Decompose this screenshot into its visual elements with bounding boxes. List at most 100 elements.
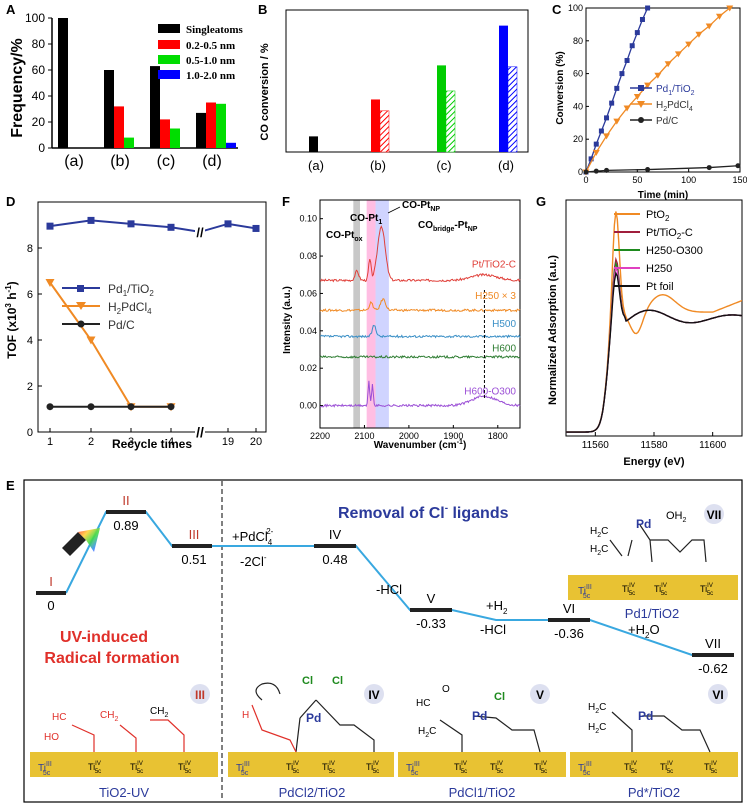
c-frame — [585, 7, 741, 173]
e-v-o: O — [442, 684, 450, 695]
f-line-4 — [320, 380, 521, 408]
a-xtick-1: (b) — [110, 153, 130, 170]
b-xtick-3: (d) — [498, 158, 514, 173]
e-v-cl: Cl — [494, 691, 505, 703]
e-level-vi-label: VI — [563, 601, 575, 616]
e-level-v-value: -0.33 — [416, 616, 446, 631]
d-point-2-0 — [46, 403, 54, 411]
e-frame — [23, 479, 743, 803]
f-series-label-4: H600-O300 — [464, 386, 516, 397]
e-slab-iv-ti3: TiIII 5c — [236, 761, 250, 777]
c-point-0-9 — [629, 43, 635, 49]
a-legend-swatch-singleatoms — [158, 24, 180, 33]
c-point-2-3 — [645, 167, 651, 173]
c-xlabel: Time (min) — [638, 190, 688, 201]
c-point-1-7 — [654, 72, 662, 79]
panel-f: F Intensity (a.u.) 0.000.020.040.060.080… — [282, 194, 521, 451]
f-ytick-label-0: 0.00 — [299, 401, 317, 411]
b-bar-hatched-2 — [445, 90, 456, 153]
c-point-1-13 — [715, 13, 723, 20]
f-band-0 — [353, 200, 360, 428]
f-ytick-label-3: 0.06 — [299, 288, 317, 298]
f-xtick-label-2100: 2100 — [354, 431, 374, 441]
f-ytick-label-4: 0.08 — [299, 251, 317, 261]
e-badge-v: V — [536, 688, 544, 702]
a-bar-2-2 — [170, 128, 180, 148]
c-xtick-label-50: 50 — [632, 175, 642, 185]
f-xtick-label-1800: 1800 — [488, 431, 508, 441]
panel-label-c: C — [552, 2, 562, 17]
b-ylabel: CO conversion / % — [259, 43, 271, 140]
c-ytick-label-20: 20 — [573, 134, 583, 144]
a-xtick-3: (d) — [202, 153, 222, 170]
c-legend-h2pdcl4: H2PdCl4 — [656, 100, 693, 113]
d-ylabel: TOF (x103 h-1) — [4, 281, 19, 358]
b-xtick-1: (b) — [370, 158, 386, 173]
e-v-h2c: H2C — [418, 726, 436, 739]
a-bar-3-2 — [216, 103, 226, 148]
g-ticks: 11560 11580 11600 — [582, 432, 727, 451]
c-point-1-9 — [674, 51, 682, 58]
e-vi-h2c-a: H2C — [588, 702, 606, 715]
a-ytick-label-40: 40 — [32, 89, 46, 103]
c-point-0-12 — [645, 5, 651, 11]
e-slab-iii — [30, 752, 218, 777]
e-slab-v-ti3: TiIII 5c — [406, 761, 420, 777]
e-caption-pdcl2: PdCl2/TiO2 — [279, 785, 346, 800]
g-ylabel: Normalized Adsorption (a.u.) — [547, 255, 559, 405]
c-legend-marker-h2pdcl4 — [637, 101, 645, 108]
e-vi-h2c-b: H2C — [588, 722, 606, 735]
d-point-0-0 — [46, 222, 54, 230]
e-surface-vii: TiIII 5c TiIV 5c TiIV 5c TiIV 5c H2C H2C Pd … — [568, 504, 738, 621]
e-slab-vi — [570, 752, 738, 777]
e-level-ii-value: 0.89 — [113, 518, 138, 533]
e-slab-iv-ti4b: TiIV 5c — [322, 761, 335, 775]
e-slab-iv — [228, 752, 394, 777]
f-xtick-label-1900: 1900 — [443, 431, 463, 441]
e-slab-vi-ti3: TiIII 5c — [578, 761, 592, 777]
d-point-1-1 — [86, 336, 96, 345]
g-xlabel: Energy (eV) — [623, 456, 684, 468]
d-ticks: 0 2 4 6 8 1 2 3 4 19 20 — [27, 243, 262, 448]
b-bars — [309, 25, 518, 153]
f-line-3 — [319, 354, 521, 359]
a-legend-0.5-1.0: 0.5-1.0 nm — [186, 55, 235, 67]
panel-label-g: G — [536, 194, 546, 209]
g-line-4 — [566, 271, 743, 433]
e-badge-iv-bg — [364, 684, 384, 704]
c-xtick-label-0: 0 — [583, 175, 588, 185]
c-point-1-6 — [644, 82, 652, 89]
g-legend-h250: H250 — [646, 263, 672, 275]
a-legend-singleatoms: Singleatoms — [186, 24, 244, 36]
f-series-label-3: H600 — [492, 343, 516, 354]
c-ytick-label-80: 80 — [573, 36, 583, 46]
f-line-2 — [319, 324, 521, 339]
d-point-0-2 — [127, 220, 135, 228]
a-ylabel: Frequency/% — [9, 38, 26, 138]
c-legend-marker-pd1 — [638, 85, 644, 91]
e-slab-iv-ti4c: TiIV 5c — [366, 761, 379, 775]
b-xtick-2: (c) — [436, 158, 451, 173]
c-point-1-8 — [664, 61, 672, 68]
uv-lamp-icon — [62, 528, 100, 556]
c-point-1-4 — [623, 105, 631, 112]
e-slab-vi-ti4a: TiIV 5c — [624, 761, 637, 775]
e-level-iv-label: IV — [329, 527, 342, 542]
e-slab-v-ti4a: TiIV 5c — [454, 761, 467, 775]
c-point-2-5 — [735, 163, 741, 169]
panel-label-d: D — [6, 194, 15, 209]
f-ytick-label-1: 0.02 — [299, 363, 317, 373]
c-point-2-1 — [593, 168, 599, 174]
d-series-break-gap — [195, 221, 205, 238]
e-level-ii-label: II — [122, 493, 129, 508]
e-step-hcl: -HCl — [376, 582, 402, 597]
d-point-0-4 — [224, 220, 232, 228]
d-xtick-label-19: 19 — [222, 436, 234, 448]
f-band-2 — [375, 200, 389, 428]
f-ytick-label-5: 0.10 — [299, 214, 317, 224]
e-slab-vii-ti4a: TiIV 5c — [622, 583, 635, 597]
d-point-2-3 — [167, 403, 175, 411]
d-xtick-label-1: 1 — [47, 436, 53, 448]
